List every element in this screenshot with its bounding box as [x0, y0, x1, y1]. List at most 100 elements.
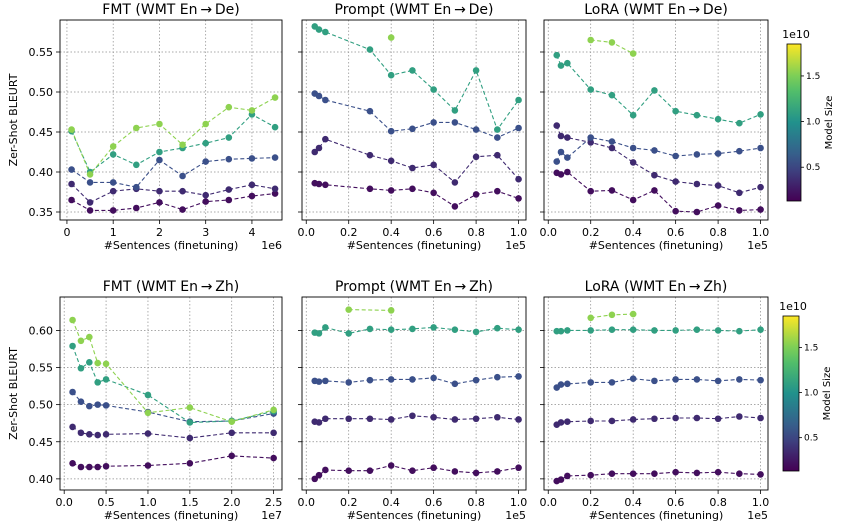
data-point — [757, 144, 764, 152]
series-3 — [311, 373, 522, 388]
panel-title: LoRA (WMT En → De) — [584, 2, 728, 18]
data-point — [69, 342, 76, 350]
data-point — [494, 373, 501, 381]
x-axis-label: #Sentences (finetuning) — [589, 509, 724, 522]
colorbar-tick-label: 1.5 — [806, 72, 820, 82]
data-point — [472, 415, 480, 423]
data-point — [69, 459, 76, 467]
series-5 — [587, 36, 637, 57]
data-point — [693, 414, 701, 422]
x-axis-multiplier: 1e5 — [747, 509, 768, 522]
data-point — [693, 111, 701, 119]
data-point — [629, 111, 637, 119]
series-2 — [553, 122, 764, 197]
data-point — [179, 141, 186, 149]
colorbar-tick-label: 0.5 — [806, 163, 820, 173]
data-point — [345, 467, 353, 475]
x-axis-multiplier: 1e5 — [505, 239, 526, 252]
x-tick-label: 0.6 — [425, 496, 443, 509]
data-point — [315, 144, 323, 152]
data-point — [322, 96, 329, 104]
data-point — [77, 429, 85, 437]
data-point — [557, 381, 565, 388]
data-point — [451, 416, 459, 423]
data-point — [451, 119, 459, 126]
series-line — [71, 157, 276, 188]
data-point — [557, 132, 565, 140]
data-point — [557, 62, 565, 69]
data-point — [553, 51, 561, 59]
data-point — [409, 185, 416, 193]
x-tick-label: 1.0 — [752, 496, 770, 509]
data-point — [86, 207, 94, 214]
data-point — [387, 187, 395, 194]
data-point — [587, 314, 595, 322]
x-tick-label: 0.2 — [340, 496, 358, 509]
data-point — [387, 416, 395, 423]
data-point — [69, 388, 76, 396]
data-point — [672, 207, 679, 215]
data-point — [629, 375, 637, 382]
data-point — [202, 191, 209, 199]
data-point — [186, 404, 194, 411]
x-tick-label: 0.2 — [340, 226, 358, 239]
panel-title: FMT (WMT En → Zh) — [103, 279, 240, 295]
data-point — [430, 119, 437, 126]
x-tick-label: 0.8 — [467, 226, 485, 239]
colorbar-tick-label: 1.0 — [806, 118, 821, 128]
data-point — [315, 26, 323, 33]
data-point — [714, 150, 722, 157]
data-point — [86, 359, 93, 366]
data-point — [387, 326, 395, 333]
data-point — [225, 196, 233, 204]
data-point — [409, 467, 416, 475]
data-point — [409, 164, 416, 172]
data-point — [714, 468, 722, 476]
data-point — [472, 376, 480, 384]
colorbar-tick-label: 0.5 — [804, 434, 818, 444]
x-tick-label: 4 — [248, 226, 255, 239]
colorbar-gradient — [787, 44, 801, 201]
data-point — [472, 153, 480, 161]
data-point — [494, 134, 501, 141]
series-line — [71, 97, 276, 176]
data-point — [387, 34, 395, 41]
data-point — [714, 182, 722, 189]
colorbar-multiplier: 1e10 — [782, 28, 810, 41]
data-point — [109, 207, 117, 214]
data-point — [270, 406, 277, 414]
data-point — [271, 154, 279, 161]
data-point — [270, 454, 277, 462]
data-point — [608, 417, 616, 425]
data-point — [133, 124, 140, 132]
data-point — [672, 327, 679, 334]
series-line — [72, 345, 274, 424]
data-point — [757, 414, 764, 422]
colorbar-frame — [786, 43, 802, 202]
data-point — [757, 326, 764, 333]
series-5 — [587, 310, 637, 322]
data-point — [451, 107, 459, 114]
data-point — [472, 126, 480, 133]
data-point — [86, 431, 93, 438]
y-tick-label: 0.45 — [29, 126, 54, 139]
panel-title: Prompt (WMT En → De) — [335, 2, 494, 18]
series-5 — [345, 306, 395, 314]
x-tick-label: 0.5 — [97, 496, 115, 509]
series-line — [556, 171, 761, 213]
data-point — [271, 94, 279, 101]
panel-title: Prompt (WMT En → Zh) — [335, 279, 493, 295]
data-point — [387, 127, 395, 135]
data-point — [587, 417, 595, 425]
data-point — [186, 419, 194, 426]
data-point — [77, 398, 85, 405]
data-point — [102, 376, 110, 383]
series-line — [71, 183, 276, 204]
x-tick-label: 2.0 — [223, 496, 241, 509]
data-point — [651, 377, 658, 385]
x-tick-label: 0.4 — [624, 496, 642, 509]
data-point — [553, 122, 561, 129]
data-point — [68, 126, 75, 133]
data-point — [86, 171, 94, 178]
data-point — [651, 171, 658, 179]
